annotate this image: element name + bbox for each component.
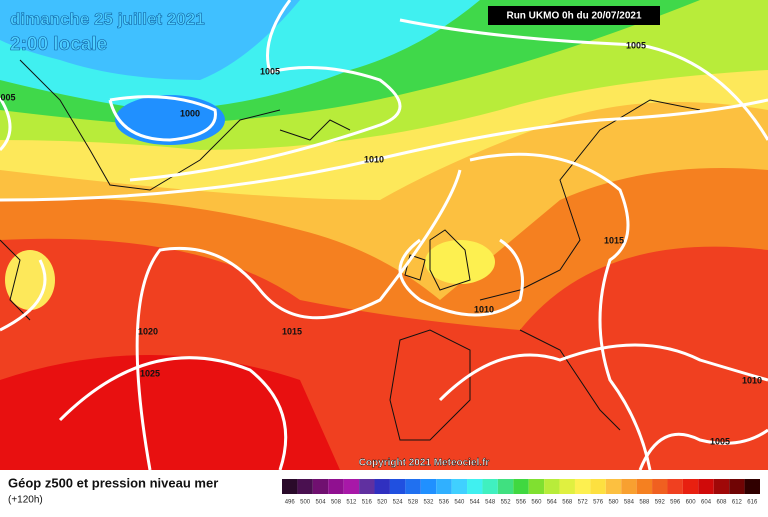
scale-label: 608 bbox=[716, 500, 727, 506]
scale-swatch bbox=[282, 479, 298, 494]
isobar-label: 1015 bbox=[604, 235, 624, 245]
scale-swatch bbox=[436, 479, 452, 494]
copyright: Copyright 2021 Meteociel.fr bbox=[359, 458, 490, 469]
scale-swatch bbox=[621, 479, 637, 494]
scale-label: 576 bbox=[593, 500, 604, 506]
date-label: dimanche 25 juillet 2021 bbox=[10, 9, 205, 28]
scale-swatch bbox=[497, 479, 514, 494]
isobar-label: 005 bbox=[0, 92, 15, 102]
isobar-label: 1000 bbox=[180, 108, 200, 118]
color-scale: 496 500 504 508 512 516 520 524 528 532 536 540 544 5… bbox=[282, 479, 760, 506]
scale-label: 612 bbox=[732, 500, 743, 506]
scale-label: 500 bbox=[300, 500, 311, 506]
scale-swatch bbox=[482, 479, 498, 494]
scale-swatch bbox=[343, 479, 360, 494]
scale-label: 580 bbox=[609, 500, 620, 506]
scale-swatch bbox=[374, 479, 390, 494]
scale-swatch bbox=[420, 479, 437, 494]
scale-swatch bbox=[667, 479, 683, 494]
isobar-label: 1005 bbox=[710, 436, 730, 446]
scale-label: 496 bbox=[285, 500, 296, 506]
scale-label: 596 bbox=[670, 500, 681, 506]
scale-swatch bbox=[359, 479, 375, 494]
scale-label: 528 bbox=[408, 500, 419, 506]
isobar-label: 1010 bbox=[364, 154, 384, 164]
scale-label: 564 bbox=[547, 500, 558, 506]
scale-label: 568 bbox=[562, 500, 573, 506]
scale-swatch bbox=[682, 479, 699, 494]
scale-swatch bbox=[636, 479, 653, 494]
scale-label: 524 bbox=[393, 500, 404, 506]
legend-title: Géop z500 et pression niveau mer bbox=[8, 475, 218, 490]
scale-swatch bbox=[544, 479, 560, 494]
scale-label: 532 bbox=[423, 500, 434, 506]
scale-label: 588 bbox=[639, 500, 650, 506]
scale-swatch bbox=[528, 479, 545, 494]
scale-swatch bbox=[713, 479, 730, 494]
scale-label: 516 bbox=[362, 500, 373, 506]
scale-swatch bbox=[605, 479, 622, 494]
isobar-label: 1025 bbox=[140, 368, 160, 378]
scale-swatch bbox=[312, 479, 329, 494]
map-background bbox=[0, 0, 768, 470]
scale-swatch bbox=[729, 479, 745, 494]
scale-label: 616 bbox=[747, 500, 758, 506]
isobar-label: 1010 bbox=[474, 304, 494, 314]
scale-swatch bbox=[590, 479, 606, 494]
isobar-label: 1020 bbox=[138, 326, 158, 336]
scale-label: 536 bbox=[439, 500, 450, 506]
legend-lead: (+120h) bbox=[8, 495, 43, 506]
isobar-label: 1005 bbox=[626, 40, 646, 50]
run-label: Run UKMO 0h du 20/07/2021 bbox=[506, 11, 641, 22]
scale-swatch bbox=[559, 479, 575, 494]
time-label: 2:00 locale bbox=[10, 34, 107, 55]
scale-label: 604 bbox=[701, 500, 712, 506]
scale-label: 548 bbox=[485, 500, 496, 506]
scale-label: 584 bbox=[624, 500, 635, 506]
scale-label: 520 bbox=[377, 500, 388, 506]
isobar-labels: 1005 1005 005 1000 1010 1015 1010 1020 1015 1025 1… bbox=[0, 40, 762, 446]
scale-label: 592 bbox=[655, 500, 666, 506]
isobars bbox=[0, 0, 768, 471]
scale-swatch bbox=[467, 479, 483, 494]
scale-swatch bbox=[652, 479, 668, 494]
scale-label: 572 bbox=[578, 500, 589, 506]
scale-label: 512 bbox=[346, 500, 357, 506]
scale-label: 556 bbox=[516, 500, 527, 506]
scale-swatch bbox=[405, 479, 421, 494]
scale-swatch bbox=[328, 479, 344, 494]
scale-label: 560 bbox=[531, 500, 542, 506]
scale-label: 540 bbox=[454, 500, 465, 506]
isobar-label: 1015 bbox=[282, 326, 302, 336]
isobar-label: 1005 bbox=[260, 66, 280, 76]
scale-swatch bbox=[698, 479, 714, 494]
scale-swatch bbox=[389, 479, 406, 494]
scale-label: 508 bbox=[331, 500, 342, 506]
scale-label: 544 bbox=[470, 500, 481, 506]
coastlines bbox=[0, 59, 701, 441]
scale-swatch bbox=[574, 479, 591, 494]
scale-label: 504 bbox=[316, 500, 327, 506]
isobar-label: 1010 bbox=[742, 375, 762, 385]
scale-swatch bbox=[513, 479, 529, 494]
scale-swatch bbox=[297, 479, 313, 494]
scale-label: 600 bbox=[686, 500, 697, 506]
run-box bbox=[488, 6, 660, 25]
scale-label: 552 bbox=[501, 500, 512, 506]
scale-swatch bbox=[744, 479, 760, 494]
scale-swatch bbox=[451, 479, 468, 494]
